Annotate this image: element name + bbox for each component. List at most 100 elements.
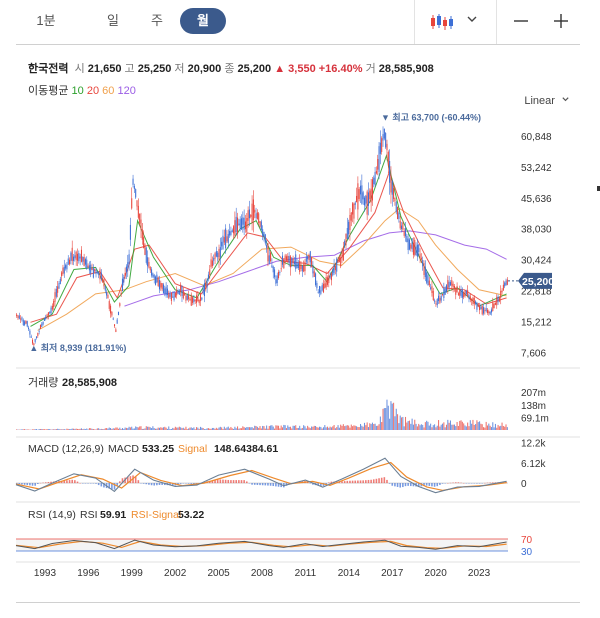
macd-histogram-bar [499,482,502,484]
candle-body [202,287,204,294]
macd-histogram-bar [113,483,116,490]
macd-histogram-bar [380,477,383,484]
scale-dropdown[interactable]: Linear [524,95,570,107]
rsi-signal-value: 53.22 [178,509,204,521]
candle-body [99,269,101,280]
candle-body [418,244,420,253]
candle-body [98,272,100,275]
volume-bar [201,427,203,430]
macd-histogram-bar [97,483,100,486]
tab-1min[interactable]: 1분 [36,13,56,28]
volume-bar [218,427,220,430]
volume-bar [475,424,477,430]
volume-bar [381,422,383,430]
macd-histogram-bar [161,483,163,485]
minus-icon[interactable] [513,13,529,32]
macd-histogram-bar [489,482,491,484]
candlestick-icon[interactable] [430,12,454,35]
plus-icon[interactable] [553,13,569,32]
volume-bar [305,428,307,430]
candle-body [439,297,441,303]
candle-body [258,213,260,223]
candle-body [144,244,146,255]
candle-body [79,256,81,259]
candle-body [123,276,125,283]
period-toolbar: 1분 일 주 월 [0,0,600,44]
candle-body [299,261,301,272]
macd-histogram-bar [44,482,47,484]
candle-body [498,297,500,302]
candle-body [330,273,332,281]
candle-body [87,265,89,268]
candle-body [369,190,371,200]
volume-bar [438,420,440,430]
scrollbar-edge[interactable] [597,186,600,191]
scale-label: Linear [524,95,555,107]
candle-body [461,289,463,298]
ma-legend-10: 10 [71,85,84,97]
volume-bar [79,428,81,430]
volume-bar [221,427,223,430]
macd-histogram-bar [235,480,238,484]
x-axis-tick-label: 2005 [207,568,230,579]
candle-body [184,292,186,295]
candle-body [254,209,256,213]
macd-histogram-bar [372,479,375,484]
volume-bar [22,429,24,430]
candle-body [243,217,245,230]
macd-histogram-bar [63,480,66,484]
volume-bar [225,428,227,430]
candle-body [390,175,392,193]
chevron-down-icon[interactable] [466,12,478,28]
volume-bar [338,427,340,430]
candle-body [177,290,179,294]
candle-body [295,254,297,269]
volume-bar [157,427,159,430]
candle-body [354,202,356,205]
candle-body [58,283,60,289]
volume-bar [342,424,344,430]
volume-bar [226,427,228,430]
candle-body [476,302,478,310]
ma120-line [124,230,507,307]
candle-body [312,267,314,274]
candle-body [371,179,373,201]
volume-bar [488,423,490,430]
volume-bar [494,423,496,430]
volume-bar [426,420,428,430]
candle-body [46,314,48,318]
volume-bar [235,428,237,430]
candle-body [259,221,261,227]
candle-body [33,343,35,346]
candle-body [304,261,306,272]
candle-body [237,217,239,234]
volume-bar [297,427,299,430]
volume-bar [406,422,408,430]
volume-bar [423,427,425,430]
volume-bar [490,427,492,430]
macd-histogram-bar [304,481,306,484]
macd-signal-label: Signal [178,443,207,455]
candle-body [411,238,413,250]
volume-bar [500,425,502,430]
candle-body [496,296,498,306]
macd-signal-value: 148.64384.61 [214,443,278,455]
rsi-name-label: RSI [80,509,98,521]
volume-bar [397,414,399,430]
candle-body [39,324,41,329]
tab-week[interactable]: 주 [151,13,163,28]
candle-body [456,286,458,293]
candle-body [188,295,190,300]
volume-bar [451,424,453,430]
volume-bar [481,424,483,430]
tab-month[interactable]: 월 [180,8,226,34]
volume-bar [422,424,424,430]
volume-bar [485,421,487,430]
candle-body [90,264,92,274]
candle-body [17,315,19,319]
candle-body [51,305,53,310]
volume-bar [252,428,254,430]
tab-day[interactable]: 일 [107,13,119,28]
candle-body [346,228,348,239]
volume-bar [424,422,426,430]
